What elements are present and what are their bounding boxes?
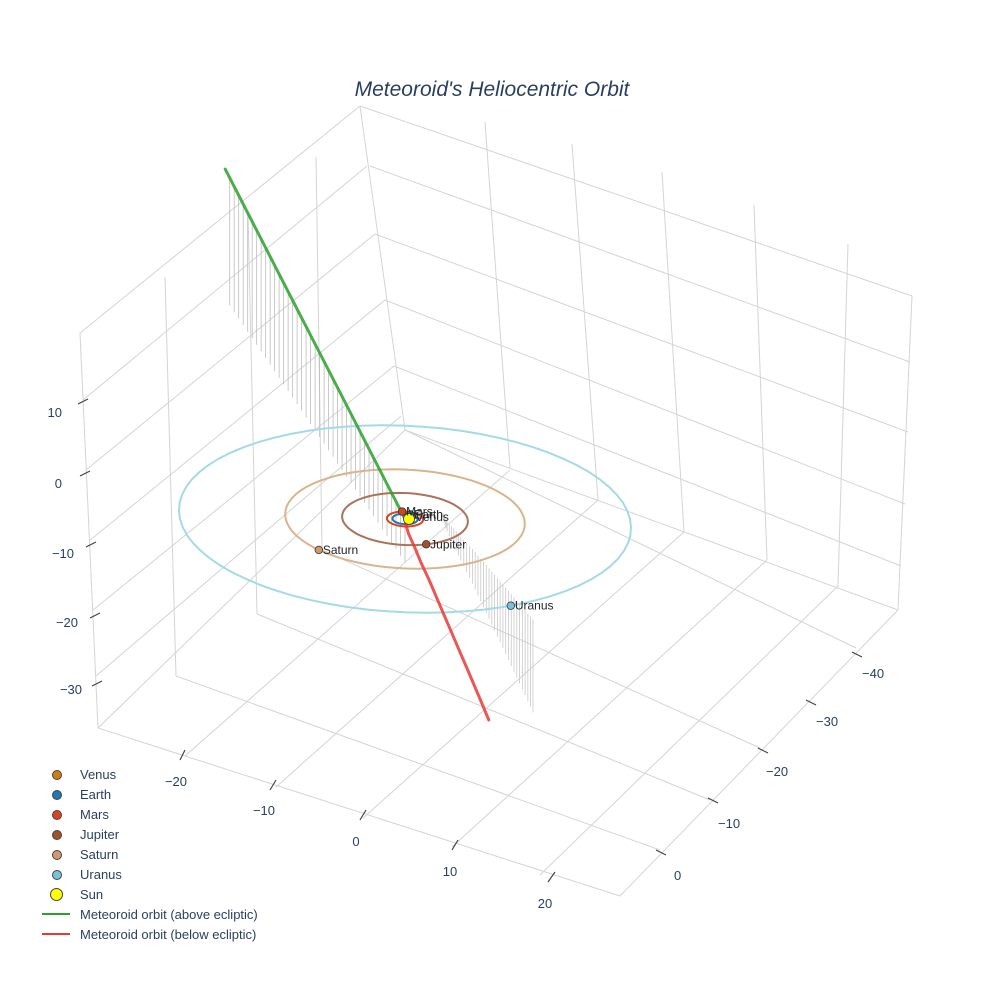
- axis-tick-marks: [77, 398, 863, 883]
- legend: Venus Earth Mars Jupiter Saturn Uranus Sun Mete…: [40, 764, 340, 944]
- planet-label-jupiter: Jupiter: [430, 537, 466, 551]
- scene-frame: [79, 105, 913, 897]
- y-tick-label: −10: [718, 816, 740, 831]
- legend-label: Saturn: [80, 846, 119, 862]
- legend-item[interactable]: Earth: [40, 784, 340, 804]
- legend-label: Venus: [80, 766, 117, 782]
- legend-symbol: [40, 924, 72, 944]
- legend-label: Earth: [80, 786, 112, 802]
- meteoroid-trajectories: [223, 167, 491, 722]
- planet-marker-uranus: [506, 601, 516, 610]
- x-tick-label: 0: [352, 834, 359, 849]
- y-tick-label: −40: [862, 666, 884, 681]
- z-axis-ticks: 10 0 −10 −20 −30: [48, 405, 82, 697]
- x-tick-label: 20: [538, 896, 552, 911]
- legend-label: Sun: [80, 886, 104, 902]
- planet-label-venus: Venus: [416, 510, 449, 524]
- x-tick-label: −10: [253, 803, 275, 818]
- legend-item[interactable]: Meteoroid orbit (above ecliptic): [40, 904, 340, 924]
- planet-label-uranus: Uranus: [515, 599, 554, 613]
- planet-label-mars: Mars: [406, 505, 433, 519]
- legend-label: Jupiter: [80, 826, 120, 842]
- planet-label-earth: Earth: [414, 508, 443, 522]
- legend-item[interactable]: Meteoroid orbit (below ecliptic): [40, 924, 340, 944]
- y-tick-label: 0: [674, 868, 681, 883]
- y-tick-label: −20: [766, 764, 788, 779]
- legend-item[interactable]: Jupiter: [40, 824, 340, 844]
- legend-item[interactable]: Sun: [40, 884, 340, 904]
- legend-symbol: [40, 844, 72, 864]
- legend-label: Meteoroid orbit (below ecliptic): [80, 926, 257, 942]
- planet-label-saturn: Saturn: [323, 543, 358, 557]
- orbit-uranus: [177, 424, 633, 614]
- legend-label: Uranus: [80, 866, 122, 882]
- legend-symbol: [40, 764, 72, 784]
- legend-symbol: [40, 804, 72, 824]
- legend-symbol: [40, 864, 72, 884]
- x-tick-label: −20: [165, 774, 187, 789]
- planet-marker-mars: [397, 507, 407, 516]
- legend-symbol: [40, 824, 72, 844]
- legend-symbol: [40, 884, 72, 904]
- meteoroid-orbit-above: [223, 167, 407, 521]
- x-axis-ticks: −20 −10 0 10 20: [165, 774, 552, 911]
- z-tick-label: 10: [48, 405, 62, 420]
- legend-symbol: [40, 784, 72, 804]
- x-tick-label: 10: [443, 864, 457, 879]
- orbit-jupiter: [341, 491, 469, 547]
- z-tick-label: −10: [52, 546, 74, 561]
- y-axis-ticks: −40 −30 −20 −10 0: [674, 666, 884, 883]
- meteoroid-drop-lines: [229, 177, 534, 713]
- meteoroid-orbit-below: [403, 517, 491, 722]
- y-tick-label: −30: [816, 714, 838, 729]
- planet-marker-jupiter: [421, 540, 431, 549]
- sun-marker: [403, 513, 415, 525]
- chart-title: Meteoroid's Heliocentric Orbit: [355, 78, 631, 101]
- z-tick-label: 0: [55, 476, 62, 491]
- z-tick-label: −30: [60, 682, 82, 697]
- legend-label: Mars: [80, 806, 109, 822]
- legend-label: Meteoroid orbit (above ecliptic): [80, 906, 258, 922]
- z-tick-label: −20: [56, 615, 78, 630]
- orbit-saturn: [284, 468, 526, 570]
- legend-symbol: [40, 904, 72, 924]
- legend-item[interactable]: Mars: [40, 804, 340, 824]
- planet-marker-saturn: [314, 545, 324, 555]
- legend-item[interactable]: Saturn: [40, 844, 340, 864]
- legend-item[interactable]: Venus: [40, 764, 340, 784]
- legend-item[interactable]: Uranus: [40, 864, 340, 884]
